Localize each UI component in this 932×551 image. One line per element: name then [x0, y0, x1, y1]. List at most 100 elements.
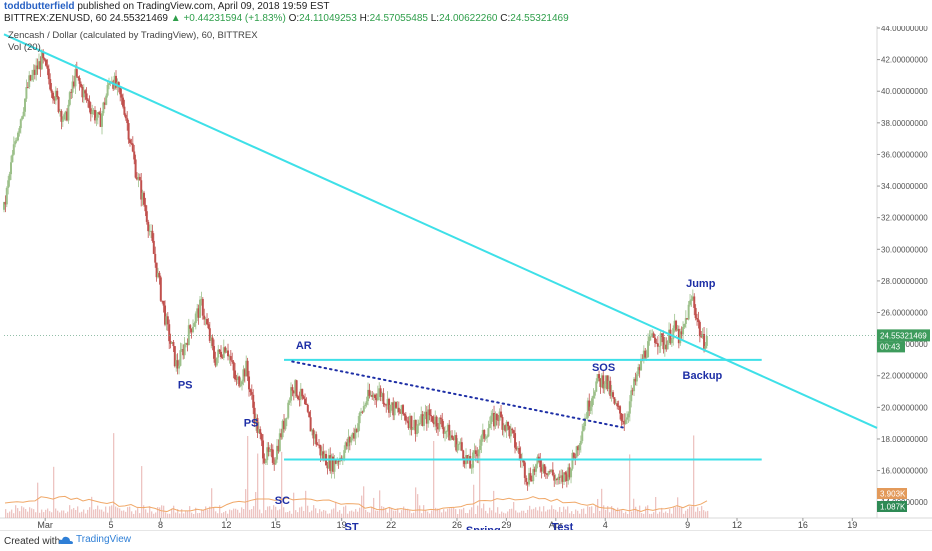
volume-bar: [121, 510, 123, 518]
volume-bar: [157, 507, 159, 518]
volume-bar: [167, 513, 169, 518]
candle-body: [70, 92, 73, 94]
price-tick-label: 36.00000000: [881, 150, 928, 159]
volume-bar: [589, 506, 591, 518]
volume-bar: [193, 513, 195, 518]
candle-body: [404, 415, 407, 421]
volume-bar: [497, 507, 499, 518]
candle-body: [504, 425, 507, 431]
candle-body: [56, 90, 59, 98]
volume-bar: [39, 512, 41, 518]
candle-body: [152, 240, 155, 254]
volume-bar: [489, 507, 491, 518]
volume-bar: [269, 506, 271, 518]
volume-bar: [23, 507, 25, 518]
volume-bar: [579, 513, 581, 518]
volume-bar: [147, 512, 149, 518]
annotation-sos: SOS: [592, 362, 615, 374]
volume-bar: [65, 513, 67, 518]
tradingview-brand[interactable]: TradingView: [58, 534, 131, 545]
candle-body: [80, 83, 83, 87]
candle-body: [119, 86, 122, 95]
volume-indicator-label[interactable]: Vol (20): [8, 42, 41, 53]
volume-bar: [385, 508, 387, 518]
volume-bar: [421, 513, 423, 518]
volume-bar: [355, 509, 357, 518]
candle-body: [126, 118, 129, 124]
price-chart[interactable]: 44.00000000 42.00000000 40.00000000 38.0000…: [0, 26, 932, 530]
volume-bar: [389, 506, 391, 518]
candle-body: [290, 387, 293, 401]
candle-body: [53, 98, 56, 101]
time-tick-label: 4: [603, 520, 608, 530]
dotted-trendline[interactable]: [291, 360, 626, 429]
volume-bar: [183, 513, 185, 518]
candle-body: [249, 389, 252, 393]
candle-body: [311, 429, 314, 432]
annotation-st: ST: [345, 522, 359, 530]
volume-bar: [221, 513, 223, 518]
candle-body: [256, 417, 259, 433]
candle-body: [568, 467, 571, 478]
candle-body: [691, 296, 694, 300]
candle-body: [383, 404, 386, 405]
volume-bar: [9, 511, 11, 518]
candle-body: [18, 128, 21, 133]
candle-body: [306, 404, 309, 412]
volume-bar: [79, 512, 81, 518]
candle-body: [498, 411, 501, 421]
descending-trendline[interactable]: [3, 33, 878, 429]
candle-body: [357, 423, 360, 432]
time-tick-label: 22: [386, 520, 396, 530]
candle-body: [130, 142, 133, 144]
candle-body: [677, 328, 680, 344]
candle-body: [284, 418, 287, 430]
candle-body: [626, 417, 629, 420]
volume-bar: [503, 512, 505, 518]
volume-bar: [159, 507, 161, 518]
candle-body: [235, 379, 238, 381]
volume-bar: [335, 501, 337, 518]
candle-body: [257, 429, 260, 433]
volume-bar: [403, 506, 405, 518]
volume-bar: [331, 509, 333, 518]
candle-body: [143, 192, 146, 205]
tradingview-brand-label: TradingView: [76, 534, 132, 545]
candle-body: [250, 392, 253, 395]
volume-bar: [91, 496, 93, 518]
volume-bar: [295, 510, 297, 518]
candle-body: [595, 381, 598, 392]
candle-body: [620, 413, 623, 421]
volume-bar: [569, 513, 571, 518]
volume-bar: [351, 510, 353, 518]
volume-bar: [363, 486, 365, 518]
candle-body: [175, 360, 178, 367]
candle-body: [609, 380, 612, 396]
candle-body: [239, 384, 242, 387]
candle-body: [466, 455, 469, 461]
candle-body: [610, 392, 613, 396]
candle-body: [655, 342, 658, 344]
volume-bar: [701, 506, 703, 518]
candle-body: [403, 413, 406, 416]
candle-body: [182, 349, 185, 356]
author-link[interactable]: toddbutterfield: [4, 1, 75, 12]
candle-body: [211, 337, 214, 347]
time-tick-label: Mar: [37, 520, 53, 530]
volume-bar: [691, 506, 693, 518]
annotation-ps: PS: [244, 417, 259, 429]
candle-body: [634, 378, 637, 382]
volume-bar: [557, 511, 559, 518]
candle-body: [487, 428, 490, 437]
candle-body: [434, 416, 437, 425]
candle-body: [84, 90, 87, 94]
candle-body: [101, 113, 104, 127]
price-tick-label: 38.00000000: [881, 119, 928, 128]
candle-body: [304, 398, 307, 404]
time-tick-label: 8: [158, 520, 163, 530]
candle-body: [283, 420, 286, 430]
candle-body: [229, 356, 232, 361]
volume-bar: [123, 510, 125, 518]
candle-body: [273, 462, 276, 465]
volume-bar: [537, 510, 539, 518]
